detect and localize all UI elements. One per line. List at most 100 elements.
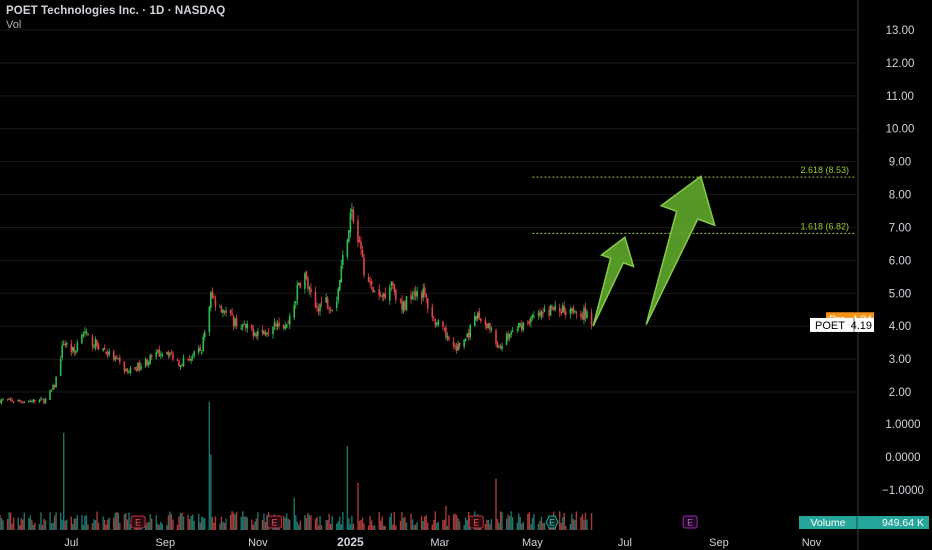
volume-badge[interactable] [799,516,929,529]
candle-down [229,309,232,314]
candle-up [62,343,65,345]
candle-down [475,315,478,321]
earnings-marker[interactable] [130,515,146,529]
volume-bar [431,524,433,530]
fib-level-label: 1.618 (6.82) [800,221,849,231]
last-price-badge[interactable] [810,317,874,332]
volume-bar [119,522,121,530]
volume-bar [234,514,236,530]
x-tick-label: Jul [618,537,632,549]
volume-bar [81,515,83,530]
candle-down [551,306,553,309]
candle-up [193,351,195,356]
candle-up [137,362,139,371]
volume-bar [187,514,189,530]
candle-up [272,326,274,335]
volume-bar [169,511,171,530]
candle-up [501,345,503,350]
candle-up [40,398,42,400]
volume-bar [108,517,110,530]
candle-up [38,399,41,402]
candle-down [275,323,277,327]
candle-down [53,384,56,388]
earnings-marker[interactable] [468,515,484,529]
volume-bar [210,454,212,530]
volume-bar [521,523,523,530]
volume-bar [533,514,535,530]
projection-arrow[interactable] [645,175,716,325]
volume-bar [349,524,352,530]
projection-arrow[interactable] [592,236,635,327]
volume-bar [293,497,295,530]
candle-up [505,334,508,345]
candle-down [442,321,444,327]
y-tick-label: 10.00 [886,124,915,136]
candle-down [70,343,73,353]
candle-up [52,384,54,390]
symbol-title[interactable]: POET Technologies Inc. · 1D · NASDAQ [6,5,226,17]
volume-bar [530,524,532,530]
volume-bar [346,446,349,530]
candle-down [146,359,148,365]
volume-bar [445,505,447,530]
candle-down [584,307,587,318]
volume-bar [299,520,302,530]
candle-up [197,348,200,353]
volume-bar [328,513,330,530]
volume-bar [457,517,459,530]
volume-bar [106,519,109,530]
volume-bar [581,514,584,530]
candle-down [6,399,9,401]
volume-bar [305,517,308,530]
volume-bar [584,512,587,530]
volume-bar [55,512,57,530]
candle-down [379,294,382,297]
candle-down [97,344,100,350]
volume-bar [76,514,79,530]
candle-down [21,401,24,403]
candle-down [123,361,126,372]
volume-bar [85,515,88,530]
candle-down [414,290,417,297]
candle-up [17,399,20,402]
candle-down [232,316,235,327]
candle-down [507,333,509,340]
candle-up [490,328,493,331]
earnings-marker[interactable] [267,515,283,529]
candle-up [49,390,51,400]
volume-bar [452,514,455,530]
candle-up [413,292,415,296]
candle-up [522,322,525,330]
volume-bar [252,524,255,530]
candle-down [96,340,98,347]
earnings-marker[interactable] [682,515,698,529]
candle-down [433,316,435,318]
volume-bar [157,523,159,530]
candle-down [299,282,302,288]
y-tick-label: 7.00 [889,222,911,234]
volume-bar [240,516,242,530]
candle-up [2,399,4,401]
candle-up [84,331,86,334]
candle-up [285,324,288,328]
volume-bar [427,522,429,530]
y-tick-label: 8.00 [889,190,911,202]
candle-up [93,347,95,349]
volume-bar [70,516,72,530]
candle-up [487,324,490,328]
candle-down [458,342,461,347]
candle-up [508,333,511,338]
earnings-marker[interactable] [545,515,559,529]
volume-bar [105,524,107,530]
candle-down [558,307,561,312]
candle-up [498,346,500,348]
volume-bar [102,516,104,530]
volume-indicator-label[interactable]: Vol [6,19,22,31]
volume-bar [569,523,572,530]
volume-bar [191,514,194,530]
volume-bar [150,518,153,530]
volume-bar [498,522,500,530]
candle-up [85,331,88,333]
candle-down [372,287,374,293]
